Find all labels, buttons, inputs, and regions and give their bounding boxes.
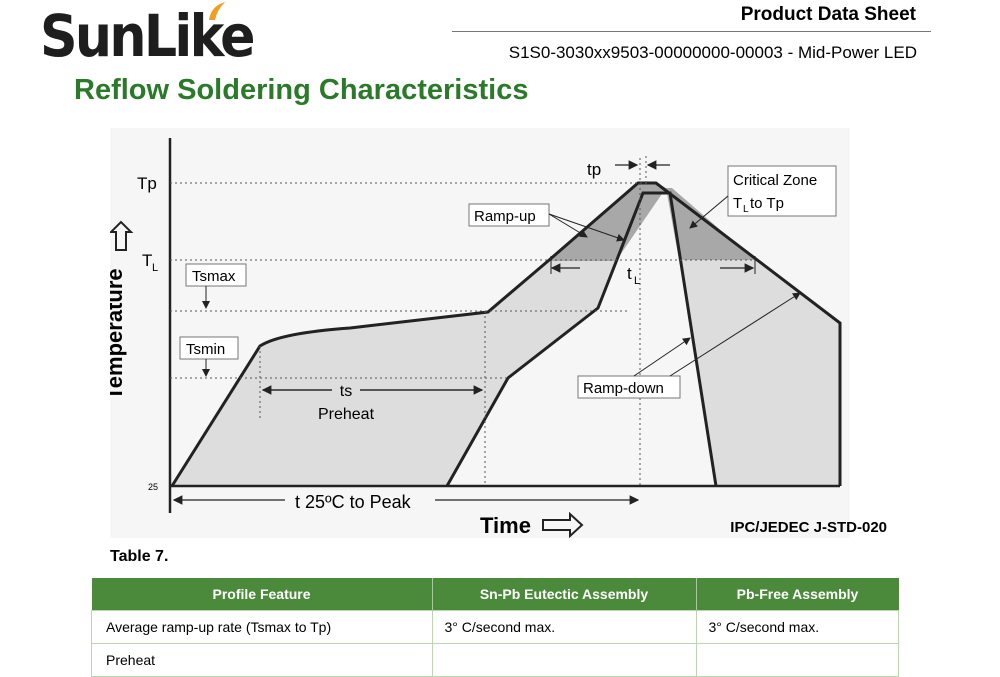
table-cell — [695, 643, 899, 677]
standard-label: IPC/JEDEC J-STD-020 — [730, 519, 887, 536]
critical-zone-tl-sub: L — [743, 204, 749, 215]
reflow-profile-diagram: Temperature Tp T L 25 Tsmax Tsmin ts Pre… — [110, 128, 850, 539]
table-header-row: Profile Feature Sn-Pb Eutectic Assembly … — [91, 578, 899, 611]
table-caption: Table 7. — [110, 548, 169, 565]
tl-interval-sub: L — [634, 275, 640, 287]
profile-outer-curve — [170, 181, 842, 487]
tp-upper-label: tp — [587, 160, 601, 179]
t25-to-peak-label: t 25ºC to Peak — [295, 492, 412, 512]
table-row: Average ramp-up rate (Tsmax to Tp) 3° C/… — [91, 610, 899, 644]
tsmin-box — [179, 336, 239, 360]
table-cell — [431, 643, 697, 677]
ramp-down-pointer-1 — [633, 337, 691, 377]
doc-subtitle: S1S0-3030xx9503-00000000-00003 - Mid-Pow… — [508, 43, 917, 62]
section-title: Reflow Soldering Characteristics — [74, 74, 529, 106]
ts-label: ts — [340, 383, 352, 400]
y-axis-label: Temperature — [110, 268, 127, 400]
tsmin-label: Tsmin — [186, 341, 225, 358]
ramp-up-pointer-2 — [548, 213, 625, 242]
y-tick-25: 25 — [148, 482, 158, 492]
tp-axis-label: Tp — [137, 174, 157, 193]
ramp-down-label: Ramp-down — [583, 380, 664, 397]
logo-flame-icon — [209, 2, 225, 20]
ramp-down-box — [577, 375, 681, 399]
ts-label-bg — [332, 383, 360, 399]
table-cell: Preheat — [91, 643, 433, 677]
tsmax-box — [185, 263, 247, 287]
critical-zone-to-tp: to Tp — [750, 195, 784, 212]
header-rule — [452, 31, 931, 32]
tl-axis-label: T — [142, 251, 152, 270]
table-cell: 3° C/second max. — [431, 610, 697, 644]
table-cell: 3° C/second max. — [695, 610, 899, 644]
critical-zone-label: Critical Zone — [733, 172, 817, 189]
critical-zone-shade — [548, 183, 666, 261]
critical-zone-box — [727, 165, 837, 217]
tl-axis-subscript: L — [152, 262, 158, 274]
col-header-snpb: Sn-Pb Eutectic Assembly — [432, 578, 697, 611]
table-row: Preheat — [91, 643, 899, 677]
right-arrow-icon — [542, 511, 584, 539]
reflow-spec-table: Profile Feature Sn-Pb Eutectic Assembly … — [91, 578, 899, 677]
profile-shade — [172, 183, 840, 486]
critical-zone-tl: T — [733, 195, 742, 212]
critical-zone-pointer — [689, 195, 729, 229]
table-cell: Average ramp-up rate (Tsmax to Tp) — [91, 610, 433, 644]
doc-title: Product Data Sheet — [740, 4, 916, 25]
profile-inner-curve — [445, 191, 718, 487]
col-header-profile-feature: Profile Feature — [91, 578, 433, 611]
tl-interval-label: t — [627, 264, 632, 283]
ramp-down-pointer-2 — [669, 292, 801, 377]
ramp-up-box — [468, 203, 550, 227]
col-header-pbfree: Pb-Free Assembly — [696, 578, 899, 611]
ramp-up-label: Ramp-up — [474, 208, 536, 225]
sunlike-logo: SunLike — [40, 2, 256, 70]
up-arrow-icon — [110, 220, 134, 251]
x-axis-label: Time — [480, 513, 531, 538]
tsmax-label: Tsmax — [192, 268, 236, 285]
preheat-label: Preheat — [318, 406, 375, 423]
ramp-up-pointer-1 — [548, 213, 588, 238]
